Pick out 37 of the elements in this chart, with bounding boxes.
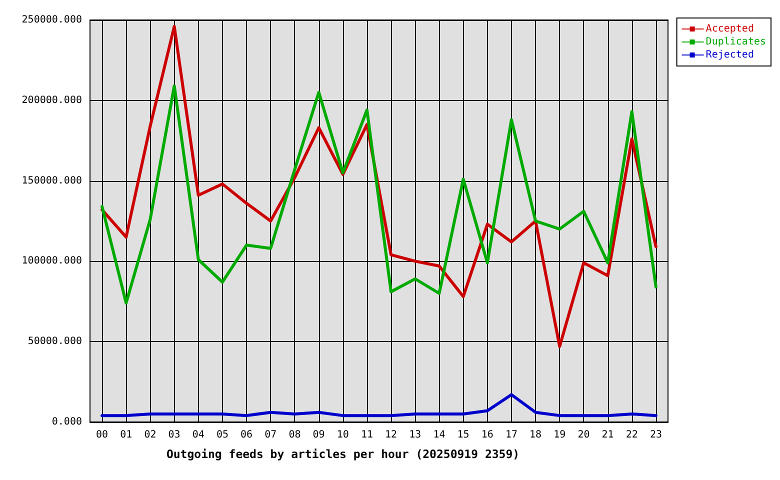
x-tick-label: 21 <box>602 430 614 440</box>
x-tick-label: 10 <box>336 430 349 440</box>
x-tick-label: 19 <box>554 430 566 440</box>
y-tick-label: 200000.000 <box>22 94 82 106</box>
legend-label: Duplicates <box>706 36 766 48</box>
x-tick-label: 06 <box>240 430 253 440</box>
x-tick-label: 22 <box>626 430 638 440</box>
legend-label: Accepted <box>706 24 754 34</box>
y-tick-label: 100000.000 <box>22 256 82 267</box>
y-tick-label: 50000.000 <box>28 336 82 348</box>
x-tick-label: 16 <box>481 430 494 440</box>
x-tick-label: 13 <box>409 430 422 440</box>
x-tick-label: 23 <box>650 430 662 440</box>
line-series <box>100 84 658 305</box>
x-tick-label: 03 <box>168 430 180 440</box>
x-tick-label: 11 <box>360 430 373 440</box>
x-tick-label: 00 <box>96 430 108 440</box>
x-tick-label: 02 <box>144 430 156 440</box>
x-tick-label: 18 <box>530 430 542 440</box>
x-tick-label: 12 <box>385 430 398 440</box>
x-tick-label: 14 <box>433 430 446 440</box>
x-tick-label: 17 <box>505 430 518 440</box>
y-tick-label: 150000.000 <box>22 175 82 186</box>
x-tick-label: 04 <box>192 430 204 440</box>
x-tick-label: 01 <box>120 430 132 440</box>
x-tick-label: 09 <box>312 430 325 440</box>
x-tick-label: 20 <box>578 430 590 440</box>
line-series <box>100 393 658 418</box>
legend-label: Rejected <box>706 50 754 60</box>
y-tick-label: 0.000 <box>52 416 82 428</box>
x-tick-label: 05 <box>216 430 228 440</box>
x-tick-label: 07 <box>264 430 277 440</box>
x-tick-label: 15 <box>457 430 470 440</box>
x-axis-title: Outgoing feeds by articles per hour (20250919 2359) <box>166 447 520 461</box>
x-tick-label: 08 <box>288 430 301 440</box>
line-series <box>100 24 658 348</box>
y-tick-label: 250000.000 <box>22 14 82 26</box>
